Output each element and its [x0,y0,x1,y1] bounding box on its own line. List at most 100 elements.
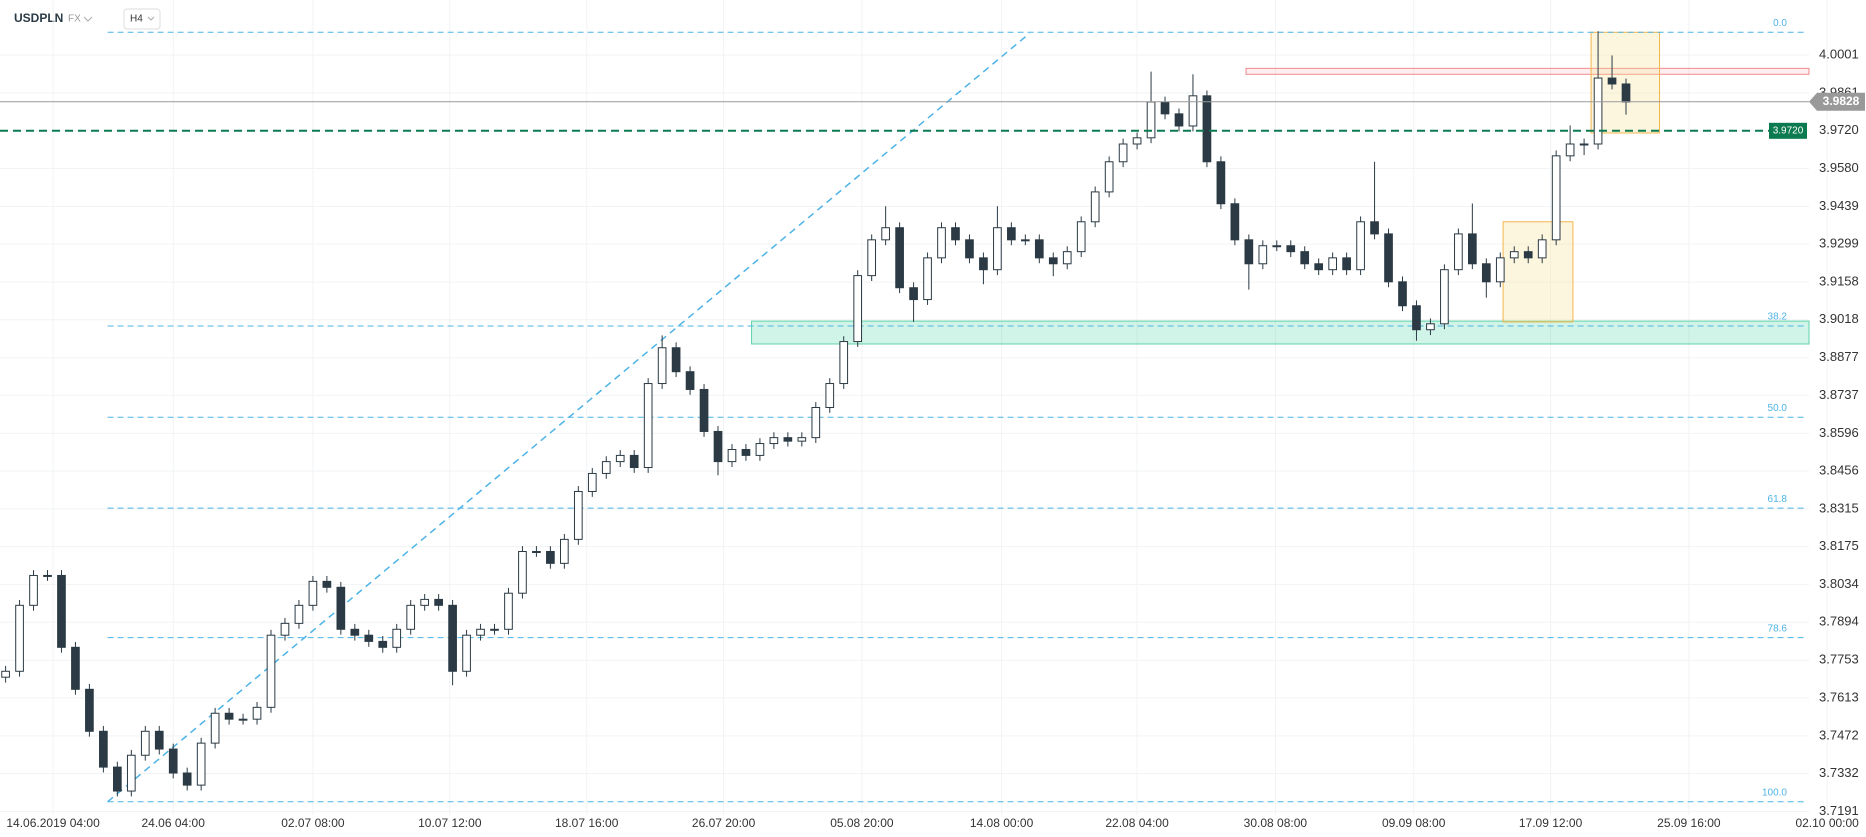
y-tick-label: 3.8315 [1819,500,1859,515]
candle-body [741,448,751,456]
price-label-box [1809,92,1865,111]
candle-body [532,550,541,553]
candle-body [504,592,513,630]
candle-body [266,634,276,708]
fib-label: 38.2 [1768,312,1788,323]
zone [1245,67,1810,75]
candle-body [839,341,849,385]
x-tick-label: 17.09 12:00 [1519,816,1583,830]
x-tick-label: 22.08 04:00 [1105,816,1169,830]
candle-body [1328,257,1337,271]
market: FX [68,14,81,25]
y-tick-label: 3.8456 [1819,462,1859,477]
zone [751,320,1810,345]
candle-body [1048,257,1058,265]
candle-body [671,347,681,373]
candle-body [196,742,206,786]
candle-body [1384,233,1393,283]
fib-label: 100.0 [1762,787,1787,798]
y-tick-label: 3.8877 [1819,349,1859,364]
y-tick-label: 3.7332 [1819,765,1859,780]
candle-body [1007,227,1016,241]
candle-body [923,257,932,301]
alert-label-box [1769,122,1807,139]
candle-body [881,227,890,241]
candle-body [29,574,38,606]
y-tick-label: 3.8034 [1819,576,1859,591]
candle-body [1370,221,1379,235]
candle-body [448,604,457,672]
candle-body [322,580,332,588]
price-label: 3.9828 [1823,94,1860,108]
candle-body [392,628,402,648]
x-tick-label: 24.06 04:00 [142,816,206,830]
y-tick-label: 3.8175 [1819,538,1859,553]
candle-body [1118,143,1128,163]
candle-body [518,550,527,594]
candle-body [280,622,290,636]
candle-body [643,383,653,469]
candle-body [629,454,639,469]
y-tick-label: 3.9439 [1819,198,1859,213]
candle-body [1565,143,1575,157]
candle-body [1523,251,1533,259]
candle-body [1412,305,1421,331]
candle-body [993,227,1002,271]
header: USDPLN FX H4 [14,8,161,30]
candle-body [1593,77,1603,145]
candle-body [1481,263,1491,283]
candle-body [811,407,821,439]
fib-label: 61.8 [1768,494,1788,505]
candle-body [238,718,248,721]
candle-body [168,748,178,774]
candle-body [154,730,164,750]
candle-body [462,634,471,672]
candle-body [909,287,918,301]
interval[interactable]: H4 [130,14,143,25]
candle-body [1398,281,1407,307]
candle-body [112,766,122,792]
candle-body [1034,239,1044,259]
candle-body [126,754,136,792]
candle-body [1509,251,1519,259]
candle-body [1258,245,1268,265]
candle-body [43,574,52,577]
candle-body [476,628,485,636]
candle-body [71,646,80,690]
candle-body [1440,269,1449,325]
candle-body [867,239,877,277]
candle-body [685,371,695,390]
x-tick-label: 05.08 20:00 [830,816,894,830]
y-tick-label: 3.9018 [1819,311,1859,326]
candle-body [1300,251,1310,265]
candle-body [965,239,974,259]
candle-body [755,443,765,456]
candle-body [378,640,388,648]
candle-body [1342,257,1351,271]
candle-body [1090,191,1100,223]
candle-body [699,388,709,432]
interval-box[interactable] [123,8,161,30]
candle-body [797,437,807,442]
symbol[interactable]: USDPLN [14,11,63,25]
y-tick-label: 3.7613 [1819,689,1859,704]
candle-body [85,688,94,732]
candle-body [713,430,723,463]
candle-body [1356,221,1365,271]
candle-body [657,347,667,385]
candle-body [1132,137,1142,145]
candle-body [1,670,10,678]
candle-body [895,227,904,289]
x-tick-label: 18.07 16:00 [555,816,619,830]
candle-body [937,227,946,259]
candle-body [546,550,555,564]
candle-body [224,712,234,720]
y-tick-label: 3.7753 [1819,652,1859,667]
y-tick-label: 4.0001 [1819,47,1859,62]
candle-body [1020,239,1030,242]
y-tick-label: 3.9720 [1819,122,1859,137]
candle-body [99,730,108,768]
candle-body [1621,83,1631,103]
candle-body [979,257,988,271]
candle-body [853,275,863,343]
